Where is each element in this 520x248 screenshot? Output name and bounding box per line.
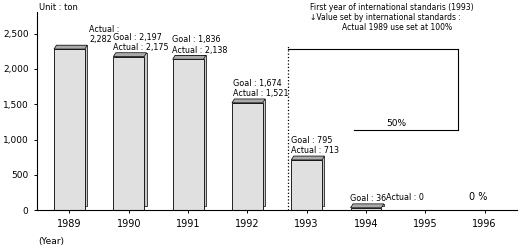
Text: 50%: 50% xyxy=(387,119,407,127)
Text: Goal : 795
Actual : 713: Goal : 795 Actual : 713 xyxy=(291,136,339,155)
Bar xyxy=(232,103,263,210)
Bar xyxy=(353,204,384,206)
Polygon shape xyxy=(291,156,324,160)
Bar xyxy=(235,99,265,206)
Text: First year of international standaris (1993): First year of international standaris (1… xyxy=(309,3,473,12)
Polygon shape xyxy=(54,45,87,49)
Text: ↓Value set by international standards :: ↓Value set by international standards : xyxy=(309,13,461,22)
Text: Goal : 1,836
Actual : 2,138: Goal : 1,836 Actual : 2,138 xyxy=(172,35,227,55)
Bar xyxy=(175,55,206,206)
Bar xyxy=(350,208,381,210)
Polygon shape xyxy=(173,55,206,59)
Polygon shape xyxy=(113,53,147,57)
Text: Goal : 2,197
Actual : 2,175: Goal : 2,197 Actual : 2,175 xyxy=(113,33,168,52)
Text: Goal : 1,674
Actual : 1,521: Goal : 1,674 Actual : 1,521 xyxy=(232,79,288,98)
Text: Goal : 36: Goal : 36 xyxy=(350,194,386,203)
Text: (Year): (Year) xyxy=(38,237,64,246)
Bar xyxy=(116,53,147,206)
Bar xyxy=(173,59,203,210)
Bar xyxy=(54,49,85,210)
Text: 0 %: 0 % xyxy=(469,192,488,202)
Bar xyxy=(294,156,324,206)
Bar xyxy=(57,45,87,206)
Text: Actual 1989 use set at 100%: Actual 1989 use set at 100% xyxy=(342,23,452,31)
Polygon shape xyxy=(350,204,384,208)
Text: Unit : ton: Unit : ton xyxy=(38,3,77,12)
Text: Actual :
2,282: Actual : 2,282 xyxy=(89,25,120,44)
Text: Actual : 0: Actual : 0 xyxy=(386,193,424,202)
Bar xyxy=(291,160,322,210)
Polygon shape xyxy=(232,99,265,103)
Bar xyxy=(113,57,144,210)
